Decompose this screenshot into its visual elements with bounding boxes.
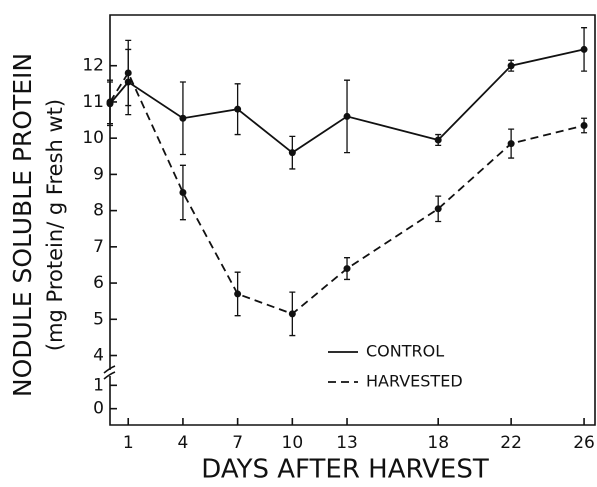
point: [434, 205, 442, 213]
legend-label: HARVESTED: [366, 372, 463, 391]
point: [507, 140, 515, 148]
x-axis-label: DAYS AFTER HARVEST: [201, 455, 489, 485]
point: [507, 62, 515, 70]
y-axis-label: (mg Protein/ g Fresh wt): [43, 99, 67, 351]
y-tick-label: 5: [93, 309, 104, 329]
y-tick-label: 6: [93, 273, 104, 293]
y-tick-label: 11: [82, 92, 104, 112]
x-tick-label: 1: [123, 433, 134, 453]
point: [106, 98, 114, 106]
point: [343, 265, 351, 273]
y-tick-label: 1: [93, 375, 104, 395]
x-tick-label: 26: [573, 433, 595, 453]
x-tick-label: 22: [500, 433, 522, 453]
legend-label: CONTROL: [366, 342, 444, 361]
x-tick-label: 10: [282, 433, 304, 453]
y-axis-label: NODULE SOLUBLE PROTEIN: [8, 53, 37, 397]
point: [288, 310, 296, 318]
x-tick-label: 13: [336, 433, 358, 453]
point: [124, 69, 132, 77]
point: [288, 149, 296, 157]
axis-break: [103, 365, 116, 380]
y-tick-label: 0: [93, 399, 104, 419]
x-tick-label: 18: [427, 433, 449, 453]
point: [343, 112, 351, 120]
y-tick-label: 4: [93, 346, 104, 366]
point: [179, 114, 187, 122]
point: [580, 121, 588, 129]
y-tick-label: 8: [93, 201, 104, 221]
point: [434, 136, 442, 144]
axis: [109, 14, 596, 426]
y-tick-label: 10: [82, 128, 104, 148]
x-tick-label: 4: [178, 433, 189, 453]
x-tick-label: 7: [232, 433, 243, 453]
point: [234, 290, 242, 298]
y-tick-label: 12: [82, 56, 104, 76]
y-tick-label: 7: [93, 237, 104, 257]
point: [234, 105, 242, 113]
point: [580, 45, 588, 53]
y-tick-label: 9: [93, 164, 104, 184]
point: [179, 189, 187, 196]
